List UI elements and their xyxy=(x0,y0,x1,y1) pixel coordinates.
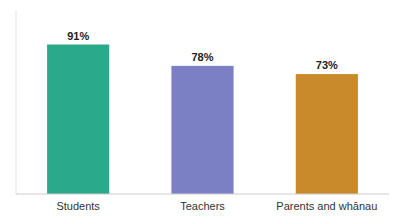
chart-container: 91% 78% 73% Students Teachers Parents and whā… xyxy=(0,0,401,224)
y-axis-line xyxy=(16,10,17,194)
bar xyxy=(296,74,358,194)
bars xyxy=(47,45,358,195)
bar xyxy=(171,66,233,194)
data-label: 78% xyxy=(191,51,213,63)
x-tick-label: Parents and whānau xyxy=(276,200,377,212)
data-label: 91% xyxy=(67,30,89,42)
data-label: 73% xyxy=(316,59,338,71)
x-tick-label: Teachers xyxy=(180,200,225,212)
x-tick-label: Students xyxy=(56,200,100,212)
chart-svg: 91% 78% 73% Students Teachers Parents and whā… xyxy=(0,0,401,224)
x-axis-line xyxy=(16,194,389,195)
bar xyxy=(47,45,109,195)
